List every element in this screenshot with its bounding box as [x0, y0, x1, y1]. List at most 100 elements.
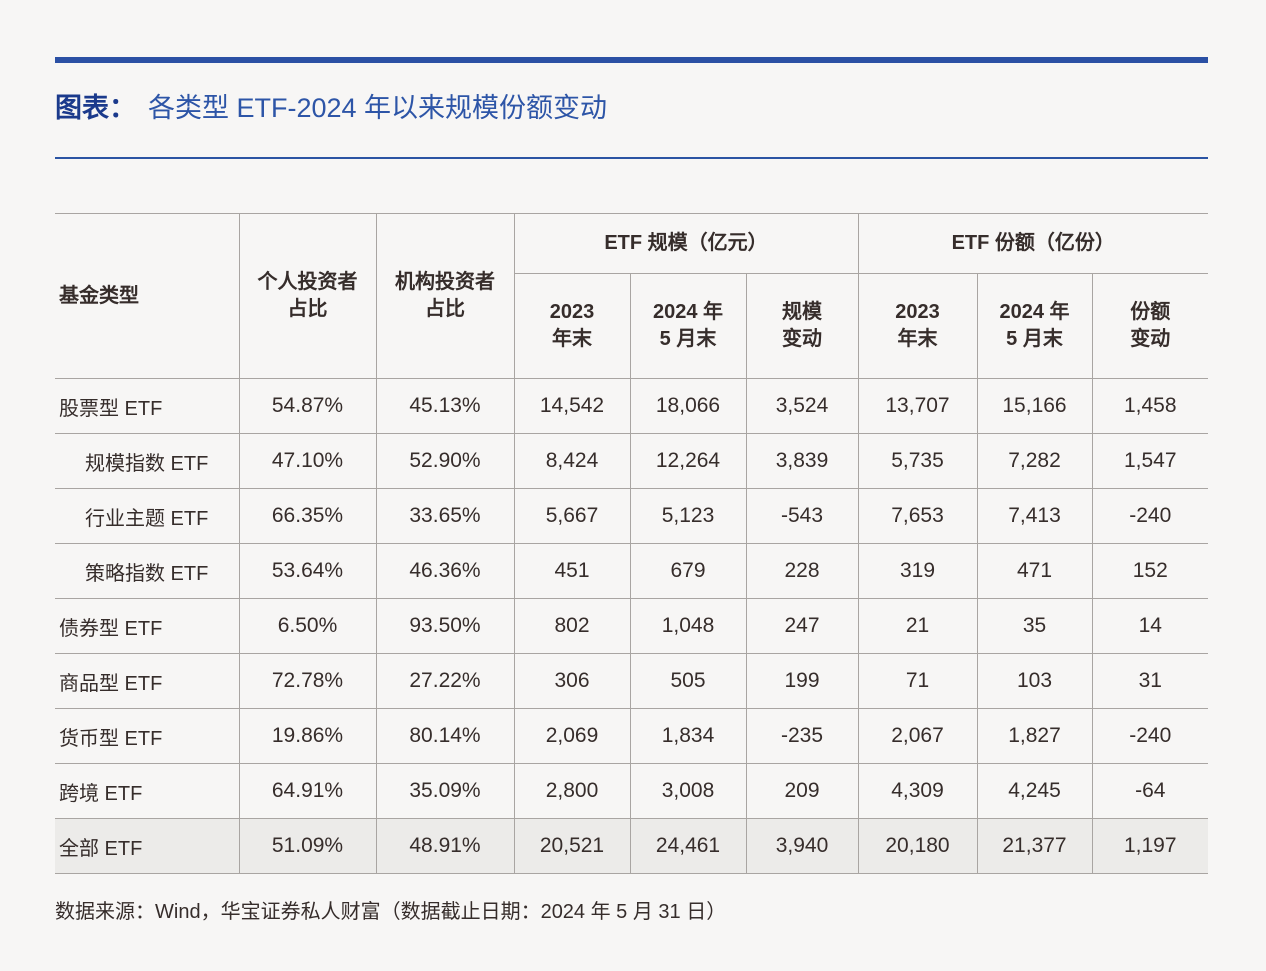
value-cell: 5,667: [514, 488, 631, 544]
row-label-cell: 规模指数 ETF: [55, 433, 240, 489]
value-cell: 47.10%: [239, 433, 377, 489]
row-label-cell: 跨境 ETF: [55, 763, 240, 819]
value-cell: 3,940: [746, 818, 859, 874]
value-cell: 152: [1092, 543, 1209, 599]
value-cell: 103: [977, 653, 1093, 709]
value-cell: 18,066: [630, 378, 747, 434]
value-cell: 93.50%: [376, 598, 515, 654]
value-cell: 14: [1092, 598, 1209, 654]
value-cell: 247: [746, 598, 859, 654]
value-cell: 53.64%: [239, 543, 377, 599]
value-cell: 12,264: [630, 433, 747, 489]
value-cell: 45.13%: [376, 378, 515, 434]
row-label-cell: 策略指数 ETF: [55, 543, 240, 599]
value-cell: 5,123: [630, 488, 747, 544]
table-row: 规模指数 ETF 47.10% 52.90% 8,424 12,264 3,83…: [55, 433, 1209, 489]
value-cell: 80.14%: [376, 708, 515, 764]
value-cell: 46.36%: [376, 543, 515, 599]
table-row: 债券型 ETF 6.50% 93.50% 802 1,048 247 21 35…: [55, 598, 1209, 654]
value-cell: -235: [746, 708, 859, 764]
table-row: 策略指数 ETF 53.64% 46.36% 451 679 228 319 4…: [55, 543, 1209, 599]
value-cell: 802: [514, 598, 631, 654]
value-cell: 505: [630, 653, 747, 709]
value-cell: 24,461: [630, 818, 747, 874]
value-cell: 2,800: [514, 763, 631, 819]
value-cell: -543: [746, 488, 859, 544]
row-label-cell: 股票型 ETF: [55, 378, 240, 434]
column-header-share-2024may: 2024 年 5 月末: [977, 273, 1093, 379]
value-cell: 19.86%: [239, 708, 377, 764]
value-cell: 7,282: [977, 433, 1093, 489]
value-cell: 8,424: [514, 433, 631, 489]
table-row: 货币型 ETF 19.86% 80.14% 2,069 1,834 -235 2…: [55, 708, 1209, 764]
group-header-etf-scale: ETF 规模（亿元）: [514, 213, 859, 274]
figure-title: 图表： 各类型 ETF-2024 年以来规模份额变动: [55, 90, 1208, 126]
value-cell: 199: [746, 653, 859, 709]
table-row: 跨境 ETF 64.91% 35.09% 2,800 3,008 209 4,3…: [55, 763, 1209, 819]
value-cell: 1,458: [1092, 378, 1209, 434]
value-cell: 471: [977, 543, 1093, 599]
value-cell: 4,245: [977, 763, 1093, 819]
value-cell: 4,309: [858, 763, 978, 819]
value-cell: 3,524: [746, 378, 859, 434]
value-cell: 33.65%: [376, 488, 515, 544]
value-cell: 31: [1092, 653, 1209, 709]
value-cell: 64.91%: [239, 763, 377, 819]
value-cell: 6.50%: [239, 598, 377, 654]
value-cell: 1,834: [630, 708, 747, 764]
table-row: 商品型 ETF 72.78% 27.22% 306 505 199 71 103…: [55, 653, 1209, 709]
table-body: 股票型 ETF 54.87% 45.13% 14,542 18,066 3,52…: [55, 378, 1209, 874]
title-divider-rule: [55, 157, 1208, 159]
column-header-share-change: 份额 变动: [1092, 273, 1209, 379]
value-cell: 5,735: [858, 433, 978, 489]
value-cell: 15,166: [977, 378, 1093, 434]
value-cell: 679: [630, 543, 747, 599]
value-cell: 228: [746, 543, 859, 599]
value-cell: 72.78%: [239, 653, 377, 709]
table-row: 全部 ETF 51.09% 48.91% 20,521 24,461 3,940…: [55, 818, 1209, 874]
value-cell: -240: [1092, 488, 1209, 544]
value-cell: 319: [858, 543, 978, 599]
column-header-fund-type: 基金类型: [55, 213, 240, 379]
value-cell: 1,048: [630, 598, 747, 654]
value-cell: 48.91%: [376, 818, 515, 874]
value-cell: 3,008: [630, 763, 747, 819]
value-cell: 1,197: [1092, 818, 1209, 874]
value-cell: 35: [977, 598, 1093, 654]
value-cell: 306: [514, 653, 631, 709]
value-cell: 13,707: [858, 378, 978, 434]
value-cell: 21: [858, 598, 978, 654]
value-cell: 20,180: [858, 818, 978, 874]
top-accent-rule: [55, 57, 1208, 63]
row-label-cell: 全部 ETF: [55, 818, 240, 874]
value-cell: 66.35%: [239, 488, 377, 544]
row-label-cell: 债券型 ETF: [55, 598, 240, 654]
column-header-share-2023: 2023 年末: [858, 273, 978, 379]
column-header-scale-change: 规模 变动: [746, 273, 859, 379]
column-header-individual-ratio: 个人投资者 占比: [239, 213, 377, 379]
value-cell: 51.09%: [239, 818, 377, 874]
row-label-cell: 货币型 ETF: [55, 708, 240, 764]
column-header-scale-2024may: 2024 年 5 月末: [630, 273, 747, 379]
value-cell: 2,069: [514, 708, 631, 764]
figure-title-text: 各类型 ETF-2024 年以来规模份额变动: [148, 93, 608, 123]
value-cell: 1,827: [977, 708, 1093, 764]
table-sub-header-row: 2023 年末 2024 年 5 月末 规模 变动 2023 年末 2024 年…: [55, 273, 1209, 379]
table-group-header-row: 基金类型 个人投资者 占比 机构投资者 占比 ETF 规模（亿元） ETF 份额…: [55, 213, 1209, 379]
column-header-scale-2023: 2023 年末: [514, 273, 631, 379]
etf-data-table: 基金类型 个人投资者 占比 机构投资者 占比 ETF 规模（亿元） ETF 份额…: [55, 213, 1209, 874]
value-cell: 209: [746, 763, 859, 819]
value-cell: -240: [1092, 708, 1209, 764]
value-cell: 20,521: [514, 818, 631, 874]
table-row: 行业主题 ETF 66.35% 33.65% 5,667 5,123 -543 …: [55, 488, 1209, 544]
group-header-etf-share: ETF 份额（亿份）: [858, 213, 1209, 274]
figure-title-prefix: 图表：: [55, 93, 136, 123]
data-source-note: 数据来源：Wind，华宝证券私人财富（数据截止日期：2024 年 5 月 31 …: [55, 901, 727, 923]
value-cell: 7,653: [858, 488, 978, 544]
table-row: 股票型 ETF 54.87% 45.13% 14,542 18,066 3,52…: [55, 378, 1209, 434]
value-cell: 7,413: [977, 488, 1093, 544]
column-header-institutional-ratio: 机构投资者 占比: [376, 213, 515, 379]
value-cell: 14,542: [514, 378, 631, 434]
value-cell: 27.22%: [376, 653, 515, 709]
